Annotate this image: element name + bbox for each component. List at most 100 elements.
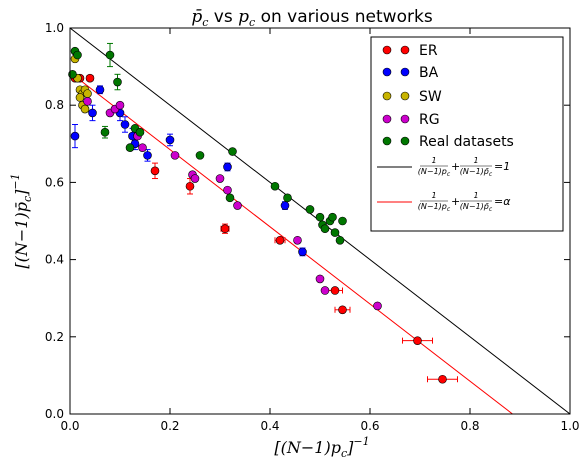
x-tick-label: 1.0 xyxy=(560,419,579,433)
legend-sw-label: SW xyxy=(419,89,442,105)
data-point-real xyxy=(228,147,237,156)
legend-line1-formula: 1 (N−1)pc + 1 (N−1)p̄c =1 xyxy=(418,156,510,178)
data-point-ba xyxy=(88,108,97,118)
svg-text:+: + xyxy=(451,195,460,208)
y-tick-label: 0.0 xyxy=(45,407,64,421)
svg-text:=α: =α xyxy=(494,195,511,208)
data-point-rg xyxy=(293,236,302,245)
data-point-er xyxy=(85,73,95,83)
y-tick-label: 1.0 xyxy=(45,21,64,35)
y-tick-label: 0.4 xyxy=(45,253,64,267)
data-point-rg xyxy=(215,174,225,183)
x-tick-label: 0.0 xyxy=(60,419,79,433)
data-point-er xyxy=(338,305,347,315)
data-point-real xyxy=(270,181,280,191)
data-point-real xyxy=(73,50,82,60)
data-point-ba xyxy=(165,135,175,145)
legend-sw-marker xyxy=(382,91,392,101)
x-tick-label: 0.2 xyxy=(160,419,179,433)
plot-frame xyxy=(69,27,571,415)
y-tick-label: 0.6 xyxy=(45,175,64,189)
data-point-rg xyxy=(233,201,242,210)
data-point-ba xyxy=(120,120,130,129)
series-real xyxy=(68,42,347,245)
legend-rg-marker xyxy=(382,114,392,124)
x-tick-label: 0.8 xyxy=(460,419,479,433)
data-point-real xyxy=(283,193,292,203)
legend-rg-label: RG xyxy=(419,112,440,128)
svg-text:+: + xyxy=(451,160,460,173)
data-point-er xyxy=(330,286,340,295)
data-point-ba xyxy=(280,201,290,210)
data-point-real xyxy=(335,236,345,245)
data-point-real xyxy=(320,224,330,234)
data-point-ba xyxy=(223,162,232,172)
data-point-real xyxy=(330,228,340,237)
svg-text:(N−1)pc: (N−1)pc xyxy=(418,167,451,178)
svg-text:1: 1 xyxy=(431,156,436,165)
data-point-real xyxy=(100,127,110,137)
data-point-ba xyxy=(70,131,80,141)
x-tick-label: 0.6 xyxy=(360,419,379,433)
data-point-real xyxy=(125,143,135,152)
ref-line-line2 xyxy=(70,71,513,414)
x-tick-label: 0.4 xyxy=(260,419,279,433)
data-point-real xyxy=(338,216,347,226)
y-tick-label: 0.8 xyxy=(45,98,64,112)
data-point-er xyxy=(150,166,160,176)
data-point-rg xyxy=(315,274,325,284)
data-point-ba xyxy=(143,151,152,160)
data-point-sw xyxy=(75,93,85,102)
data-point-ba xyxy=(95,85,105,95)
chart-title: p̄c vs pc on various networks xyxy=(191,7,433,29)
legend-er-label: ER xyxy=(419,43,438,59)
legend-real-marker xyxy=(382,136,392,146)
data-point-rg xyxy=(190,174,200,183)
data-point-rg xyxy=(115,100,125,110)
svg-text:(N−1)p̄c: (N−1)p̄c xyxy=(460,202,493,213)
legend-real-label: Real datasets xyxy=(419,134,514,150)
data-point-rg xyxy=(138,143,147,152)
data-point-rg xyxy=(83,97,92,106)
data-point-real xyxy=(113,77,122,87)
svg-text:1: 1 xyxy=(431,191,436,200)
legend-real-marker xyxy=(400,136,410,146)
data-point-rg xyxy=(170,151,180,160)
data-point-ba xyxy=(298,247,307,257)
legend-sw-marker xyxy=(400,91,410,101)
svg-text:=1: =1 xyxy=(494,160,510,173)
legend: ER BA SW RG Real datasets 1 (N−1)pc + 1 … xyxy=(370,36,564,232)
svg-text:1: 1 xyxy=(473,156,478,165)
data-point-real xyxy=(105,50,115,60)
x-axis-label: [(N−1)pc]−1 xyxy=(274,435,369,460)
svg-text:(N−1)pc: (N−1)pc xyxy=(418,202,451,213)
series-rg xyxy=(83,97,382,311)
data-point-real xyxy=(328,212,337,222)
data-point-real xyxy=(135,127,145,137)
data-point-er xyxy=(413,336,422,345)
data-point-er xyxy=(438,374,447,384)
legend-ba-marker xyxy=(400,67,410,77)
data-point-er xyxy=(220,224,230,234)
legend-rg-marker xyxy=(400,114,410,124)
data-point-rg xyxy=(223,185,232,195)
data-point-rg xyxy=(373,301,382,311)
svg-text:(N−1)p̄c: (N−1)p̄c xyxy=(460,167,493,178)
legend-er-marker xyxy=(400,45,410,55)
data-point-sw xyxy=(83,89,92,98)
data-point-er xyxy=(275,236,285,245)
legend-ba-label: BA xyxy=(419,65,439,81)
data-point-er xyxy=(185,181,195,191)
data-point-real xyxy=(305,205,315,214)
data-point-real xyxy=(315,212,325,222)
legend-er-marker xyxy=(382,45,392,55)
data-point-real xyxy=(195,151,205,160)
svg-text:1: 1 xyxy=(473,191,478,200)
y-axis-label: [(N−1)p̄c]−1 xyxy=(9,173,34,268)
y-tick-label: 0.2 xyxy=(45,330,64,344)
data-point-real xyxy=(225,193,235,203)
data-point-sw xyxy=(80,104,90,114)
data-point-rg xyxy=(320,286,330,295)
